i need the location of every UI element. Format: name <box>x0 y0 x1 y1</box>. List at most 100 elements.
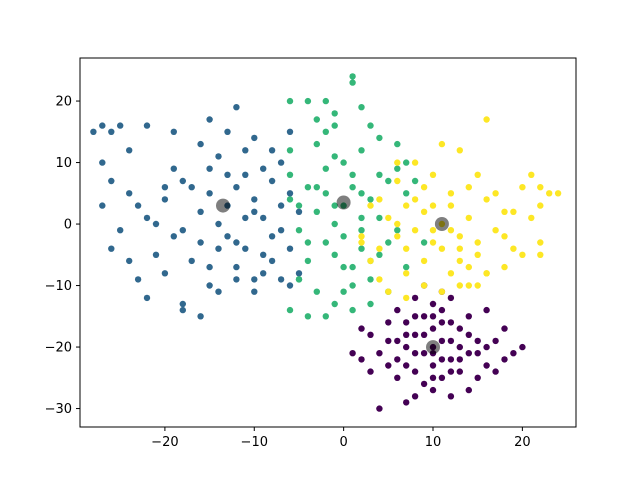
scatter-point-cluster-1 <box>268 233 276 240</box>
scatter-point-cluster-2 <box>349 79 356 86</box>
scatter-point-cluster-3 <box>438 245 446 252</box>
scatter-point-cluster-1 <box>161 270 169 277</box>
scatter-point-cluster-1 <box>260 214 267 222</box>
scatter-point-cluster-2 <box>367 196 374 203</box>
scatter-point-cluster-2 <box>295 202 303 209</box>
scatter-point-cluster-1 <box>251 288 258 295</box>
scatter-point-cluster-0 <box>411 313 419 320</box>
scatter-point-cluster-1 <box>179 177 186 185</box>
scatter-point-cluster-0 <box>447 294 455 302</box>
scatter-point-cluster-1 <box>117 122 124 129</box>
scatter-point-cluster-0 <box>438 356 446 363</box>
scatter-point-cluster-1 <box>277 276 285 283</box>
scatter-point-cluster-0 <box>474 350 481 357</box>
scatter-point-cluster-2 <box>358 245 365 252</box>
scatter-point-cluster-3 <box>519 251 526 258</box>
scatter-point-cluster-3 <box>447 190 455 197</box>
scatter-point-cluster-3 <box>358 233 365 240</box>
scatter-point-cluster-2 <box>403 190 410 197</box>
scatter-point-cluster-2 <box>349 171 356 178</box>
scatter-point-cluster-3 <box>483 116 490 123</box>
scatter-point-cluster-0 <box>492 337 499 345</box>
scatter-point-cluster-1 <box>215 153 222 160</box>
scatter-point-cluster-3 <box>394 233 401 240</box>
scatter-point-cluster-2 <box>367 122 374 129</box>
scatter-point-cluster-1 <box>286 282 294 289</box>
scatter-point-cluster-2 <box>331 153 338 160</box>
scatter-point-cluster-1 <box>152 220 160 228</box>
centroid-marker <box>426 340 440 355</box>
scatter-point-cluster-0 <box>411 368 419 375</box>
scatter-point-cluster-2 <box>349 306 356 314</box>
scatter-point-cluster-3 <box>447 270 455 277</box>
scatter-point-cluster-1 <box>224 171 231 178</box>
scatter-point-cluster-0 <box>403 319 410 326</box>
y-tick-label: 20 <box>55 95 72 110</box>
scatter-point-cluster-3 <box>474 239 481 246</box>
scatter-point-cluster-3 <box>367 257 374 265</box>
points-layer <box>90 73 562 412</box>
scatter-point-cluster-2 <box>313 140 320 148</box>
scatter-point-cluster-1 <box>179 227 186 234</box>
scatter-point-cluster-2 <box>349 282 356 289</box>
scatter-point-cluster-3 <box>447 202 455 209</box>
scatter-point-cluster-3 <box>403 294 410 302</box>
centroids-layer <box>216 195 449 355</box>
scatter-point-cluster-1 <box>143 214 151 222</box>
scatter-point-cluster-1 <box>242 171 249 178</box>
scatter-point-cluster-2 <box>322 313 329 320</box>
scatter-point-cluster-2 <box>349 184 356 191</box>
scatter-point-cluster-0 <box>394 337 401 345</box>
scatter-point-cluster-0 <box>429 386 437 394</box>
scatter-point-cluster-0 <box>447 337 455 345</box>
scatter-point-cluster-0 <box>429 325 437 332</box>
scatter-point-cluster-2 <box>358 190 365 197</box>
scatter-point-cluster-2 <box>286 196 294 203</box>
scatter-point-cluster-2 <box>295 276 303 283</box>
scatter-point-cluster-1 <box>197 208 204 215</box>
scatter-point-cluster-2 <box>420 239 428 246</box>
scatter-point-cluster-1 <box>99 122 106 129</box>
scatter-point-cluster-3 <box>394 177 401 185</box>
scatter-point-cluster-0 <box>492 368 499 375</box>
scatter-point-cluster-1 <box>251 196 258 203</box>
scatter-point-cluster-3 <box>537 184 544 191</box>
scatter-point-cluster-0 <box>429 313 437 320</box>
scatter-point-cluster-2 <box>331 251 338 258</box>
x-tick-label: 20 <box>514 435 531 450</box>
scatter-point-cluster-1 <box>179 306 186 314</box>
scatter-point-cluster-0 <box>385 362 392 369</box>
scatter-point-cluster-2 <box>367 276 374 283</box>
x-tick-label: −10 <box>241 435 268 450</box>
scatter-point-cluster-3 <box>456 257 463 265</box>
scatter-point-cluster-0 <box>411 393 419 400</box>
scatter-point-cluster-1 <box>268 177 276 185</box>
scatter-point-cluster-1 <box>197 313 204 320</box>
scatter-point-cluster-0 <box>358 325 365 332</box>
scatter-point-cluster-1 <box>99 202 106 209</box>
scatter-point-cluster-1 <box>161 184 169 191</box>
scatter-point-cluster-1 <box>268 257 276 265</box>
scatter-point-cluster-0 <box>447 393 455 400</box>
centroid-marker <box>336 195 351 210</box>
scatter-point-cluster-3 <box>429 202 437 209</box>
scatter-point-cluster-0 <box>385 337 392 345</box>
scatter-point-cluster-0 <box>465 386 472 394</box>
scatter-point-cluster-3 <box>438 140 446 148</box>
scatter-point-cluster-3 <box>411 159 419 166</box>
scatter-point-cluster-3 <box>447 227 455 234</box>
scatter-point-cluster-1 <box>206 282 213 289</box>
scatter-point-cluster-2 <box>367 300 374 308</box>
scatter-point-cluster-1 <box>126 190 133 197</box>
scatter-point-cluster-1 <box>170 233 177 240</box>
scatter-point-cluster-3 <box>474 282 481 289</box>
scatter-point-cluster-0 <box>456 325 463 332</box>
scatter-point-cluster-0 <box>420 350 428 357</box>
scatter-point-cluster-1 <box>277 159 285 166</box>
scatter-point-cluster-0 <box>394 374 401 381</box>
scatter-point-cluster-1 <box>134 276 142 283</box>
scatter-point-cluster-1 <box>99 159 106 166</box>
scatter-point-cluster-3 <box>411 196 419 203</box>
scatter-point-cluster-1 <box>206 263 213 271</box>
scatter-point-cluster-0 <box>483 362 490 369</box>
